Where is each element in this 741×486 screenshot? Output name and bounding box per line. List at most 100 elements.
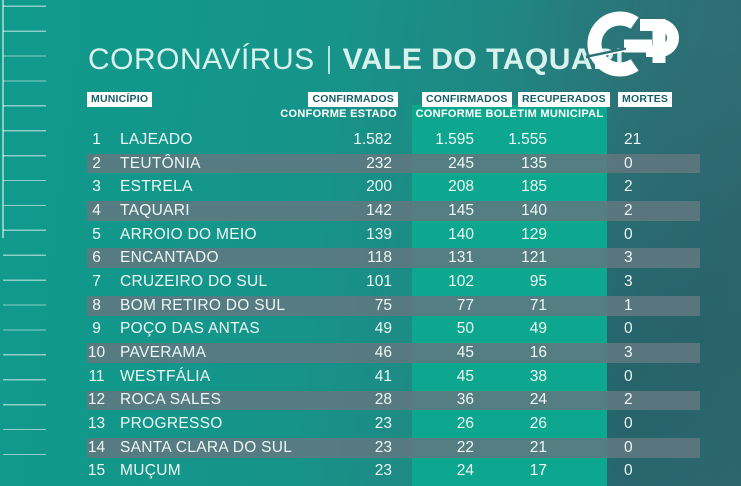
row-deaths: 2 [624, 178, 633, 196]
row-rank: 7 [92, 272, 101, 290]
row-rank: 1 [92, 130, 101, 148]
table-row: 14 SANTA CLARA DO SUL 23 22 21 0 [87, 436, 700, 460]
row-confirmed-state: 49 [374, 320, 392, 338]
table-row: 13 PROGRESSO 23 26 26 0 [87, 412, 700, 436]
row-municipality: BOM RETIRO DO SUL [120, 296, 286, 314]
row-recovered: 38 [529, 367, 547, 385]
row-recovered: 129 [521, 225, 547, 243]
row-confirmed-state: 23 [374, 415, 392, 433]
column-header-municipio: MUNICÍPIO [87, 92, 153, 107]
row-deaths: 3 [624, 272, 633, 290]
row-confirmed-state: 142 [366, 201, 392, 219]
row-deaths: 21 [624, 130, 642, 148]
row-recovered: 26 [529, 415, 547, 433]
row-confirmed-state: 101 [366, 272, 392, 290]
row-rank: 11 [88, 367, 105, 385]
row-recovered: 185 [521, 178, 547, 196]
row-municipality: WESTFÁLIA [120, 367, 211, 385]
row-confirmed-municipal: 45 [456, 344, 474, 362]
row-confirmed-state: 41 [374, 367, 392, 385]
title-coronavirus: CORONAVÍRUS [88, 43, 315, 76]
row-recovered: 24 [529, 391, 547, 409]
row-deaths: 0 [624, 367, 633, 385]
row-recovered: 49 [529, 320, 547, 338]
row-deaths: 0 [624, 154, 633, 172]
row-municipality: ESTRELA [120, 178, 193, 196]
row-confirmed-municipal: 45 [456, 367, 474, 385]
row-confirmed-municipal: 36 [456, 391, 474, 409]
table-row: 10 PAVERAMA 46 45 16 3 [87, 341, 700, 365]
row-confirmed-municipal: 208 [448, 178, 474, 196]
row-confirmed-municipal: 245 [448, 154, 474, 172]
table-row: 12 ROCA SALES 28 36 24 2 [87, 389, 700, 413]
row-rank: 3 [92, 178, 101, 196]
table-row: 7 CRUZEIRO DO SUL 101 102 95 3 [87, 270, 700, 294]
table-row: 15 MUÇUM 23 24 17 0 [87, 460, 700, 484]
row-confirmed-state: 28 [374, 391, 392, 409]
gp-logo-icon [582, 11, 682, 77]
subheader-conforme-estado: CONFORME ESTADO [280, 108, 397, 120]
row-municipality: PROGRESSO [120, 415, 223, 433]
ruled-vertical-line-decoration [2, 0, 4, 238]
subheader-conforme-boletim-municipal: CONFORME BOLETIM MUNICIPAL [415, 108, 604, 120]
row-confirmed-municipal: 145 [448, 201, 474, 219]
row-confirmed-municipal: 22 [456, 438, 474, 456]
row-confirmed-state: 232 [366, 154, 392, 172]
ruled-lines-decoration [3, 0, 46, 486]
column-header-mortes: MORTES [618, 92, 673, 107]
row-rank: 5 [92, 225, 101, 243]
row-deaths: 3 [624, 344, 633, 362]
row-deaths: 3 [624, 249, 633, 267]
row-confirmed-municipal: 140 [448, 225, 474, 243]
table-row: 2 TEUTÔNIA 232 245 135 0 [87, 152, 700, 176]
table-row: 6 ENCANTADO 118 131 121 3 [87, 246, 700, 270]
row-rank: 12 [87, 391, 106, 409]
table-row: 4 TAQUARI 142 145 140 2 [87, 199, 700, 223]
table-row: 8 BOM RETIRO DO SUL 75 77 71 1 [87, 294, 700, 318]
row-confirmed-municipal: 24 [456, 462, 474, 480]
title-region: VALE DO TAQUARI [342, 43, 625, 76]
row-municipality: POÇO DAS ANTAS [120, 320, 260, 338]
row-confirmed-state: 23 [374, 438, 392, 456]
row-deaths: 0 [624, 320, 633, 338]
row-recovered: 95 [529, 272, 547, 290]
row-rank: 8 [92, 296, 101, 314]
column-header-confirmados-municipal: CONFIRMADOS [422, 92, 512, 107]
row-municipality: MUÇUM [120, 462, 181, 480]
row-confirmed-municipal: 50 [456, 320, 474, 338]
row-confirmed-state: 23 [374, 462, 392, 480]
row-confirmed-municipal: 77 [456, 296, 474, 314]
row-rank: 10 [87, 344, 106, 362]
row-confirmed-state: 118 [367, 249, 392, 267]
row-confirmed-municipal: 1.595 [435, 130, 474, 148]
table-row: 11 WESTFÁLIA 41 45 38 0 [87, 365, 700, 389]
row-confirmed-state: 1.582 [353, 130, 392, 148]
title-separator [327, 46, 330, 74]
row-rank: 6 [92, 249, 101, 267]
row-recovered: 17 [529, 462, 547, 480]
row-municipality: ENCANTADO [120, 249, 219, 267]
row-municipality: CRUZEIRO DO SUL [120, 272, 268, 290]
row-rank: 15 [87, 462, 106, 480]
row-municipality: PAVERAMA [120, 344, 207, 362]
row-rank: 9 [92, 320, 101, 338]
row-deaths: 2 [624, 201, 633, 219]
row-municipality: LAJEADO [120, 130, 193, 148]
column-header-recuperados: RECUPERADOS [518, 92, 610, 107]
row-deaths: 0 [624, 415, 633, 433]
table-row: 5 ARROIO DO MEIO 139 140 129 0 [87, 223, 700, 247]
row-recovered: 1.555 [508, 130, 547, 148]
row-confirmed-state: 46 [374, 344, 392, 362]
row-municipality: ROCA SALES [120, 391, 222, 409]
table-row: 9 POÇO DAS ANTAS 49 50 49 0 [87, 318, 700, 342]
row-confirmed-state: 139 [366, 225, 392, 243]
table-row: 1 LAJEADO 1.582 1.595 1.555 21 [87, 128, 700, 152]
row-rank: 2 [92, 154, 101, 172]
column-header-confirmados-estado: CONFIRMADOS [308, 92, 398, 107]
row-deaths: 0 [624, 225, 633, 243]
row-deaths: 0 [624, 438, 633, 456]
row-confirmed-municipal: 26 [456, 415, 474, 433]
page-title: CORONAVÍRUS VALE DO TAQUARI [88, 41, 624, 79]
row-rank: 13 [87, 415, 106, 433]
